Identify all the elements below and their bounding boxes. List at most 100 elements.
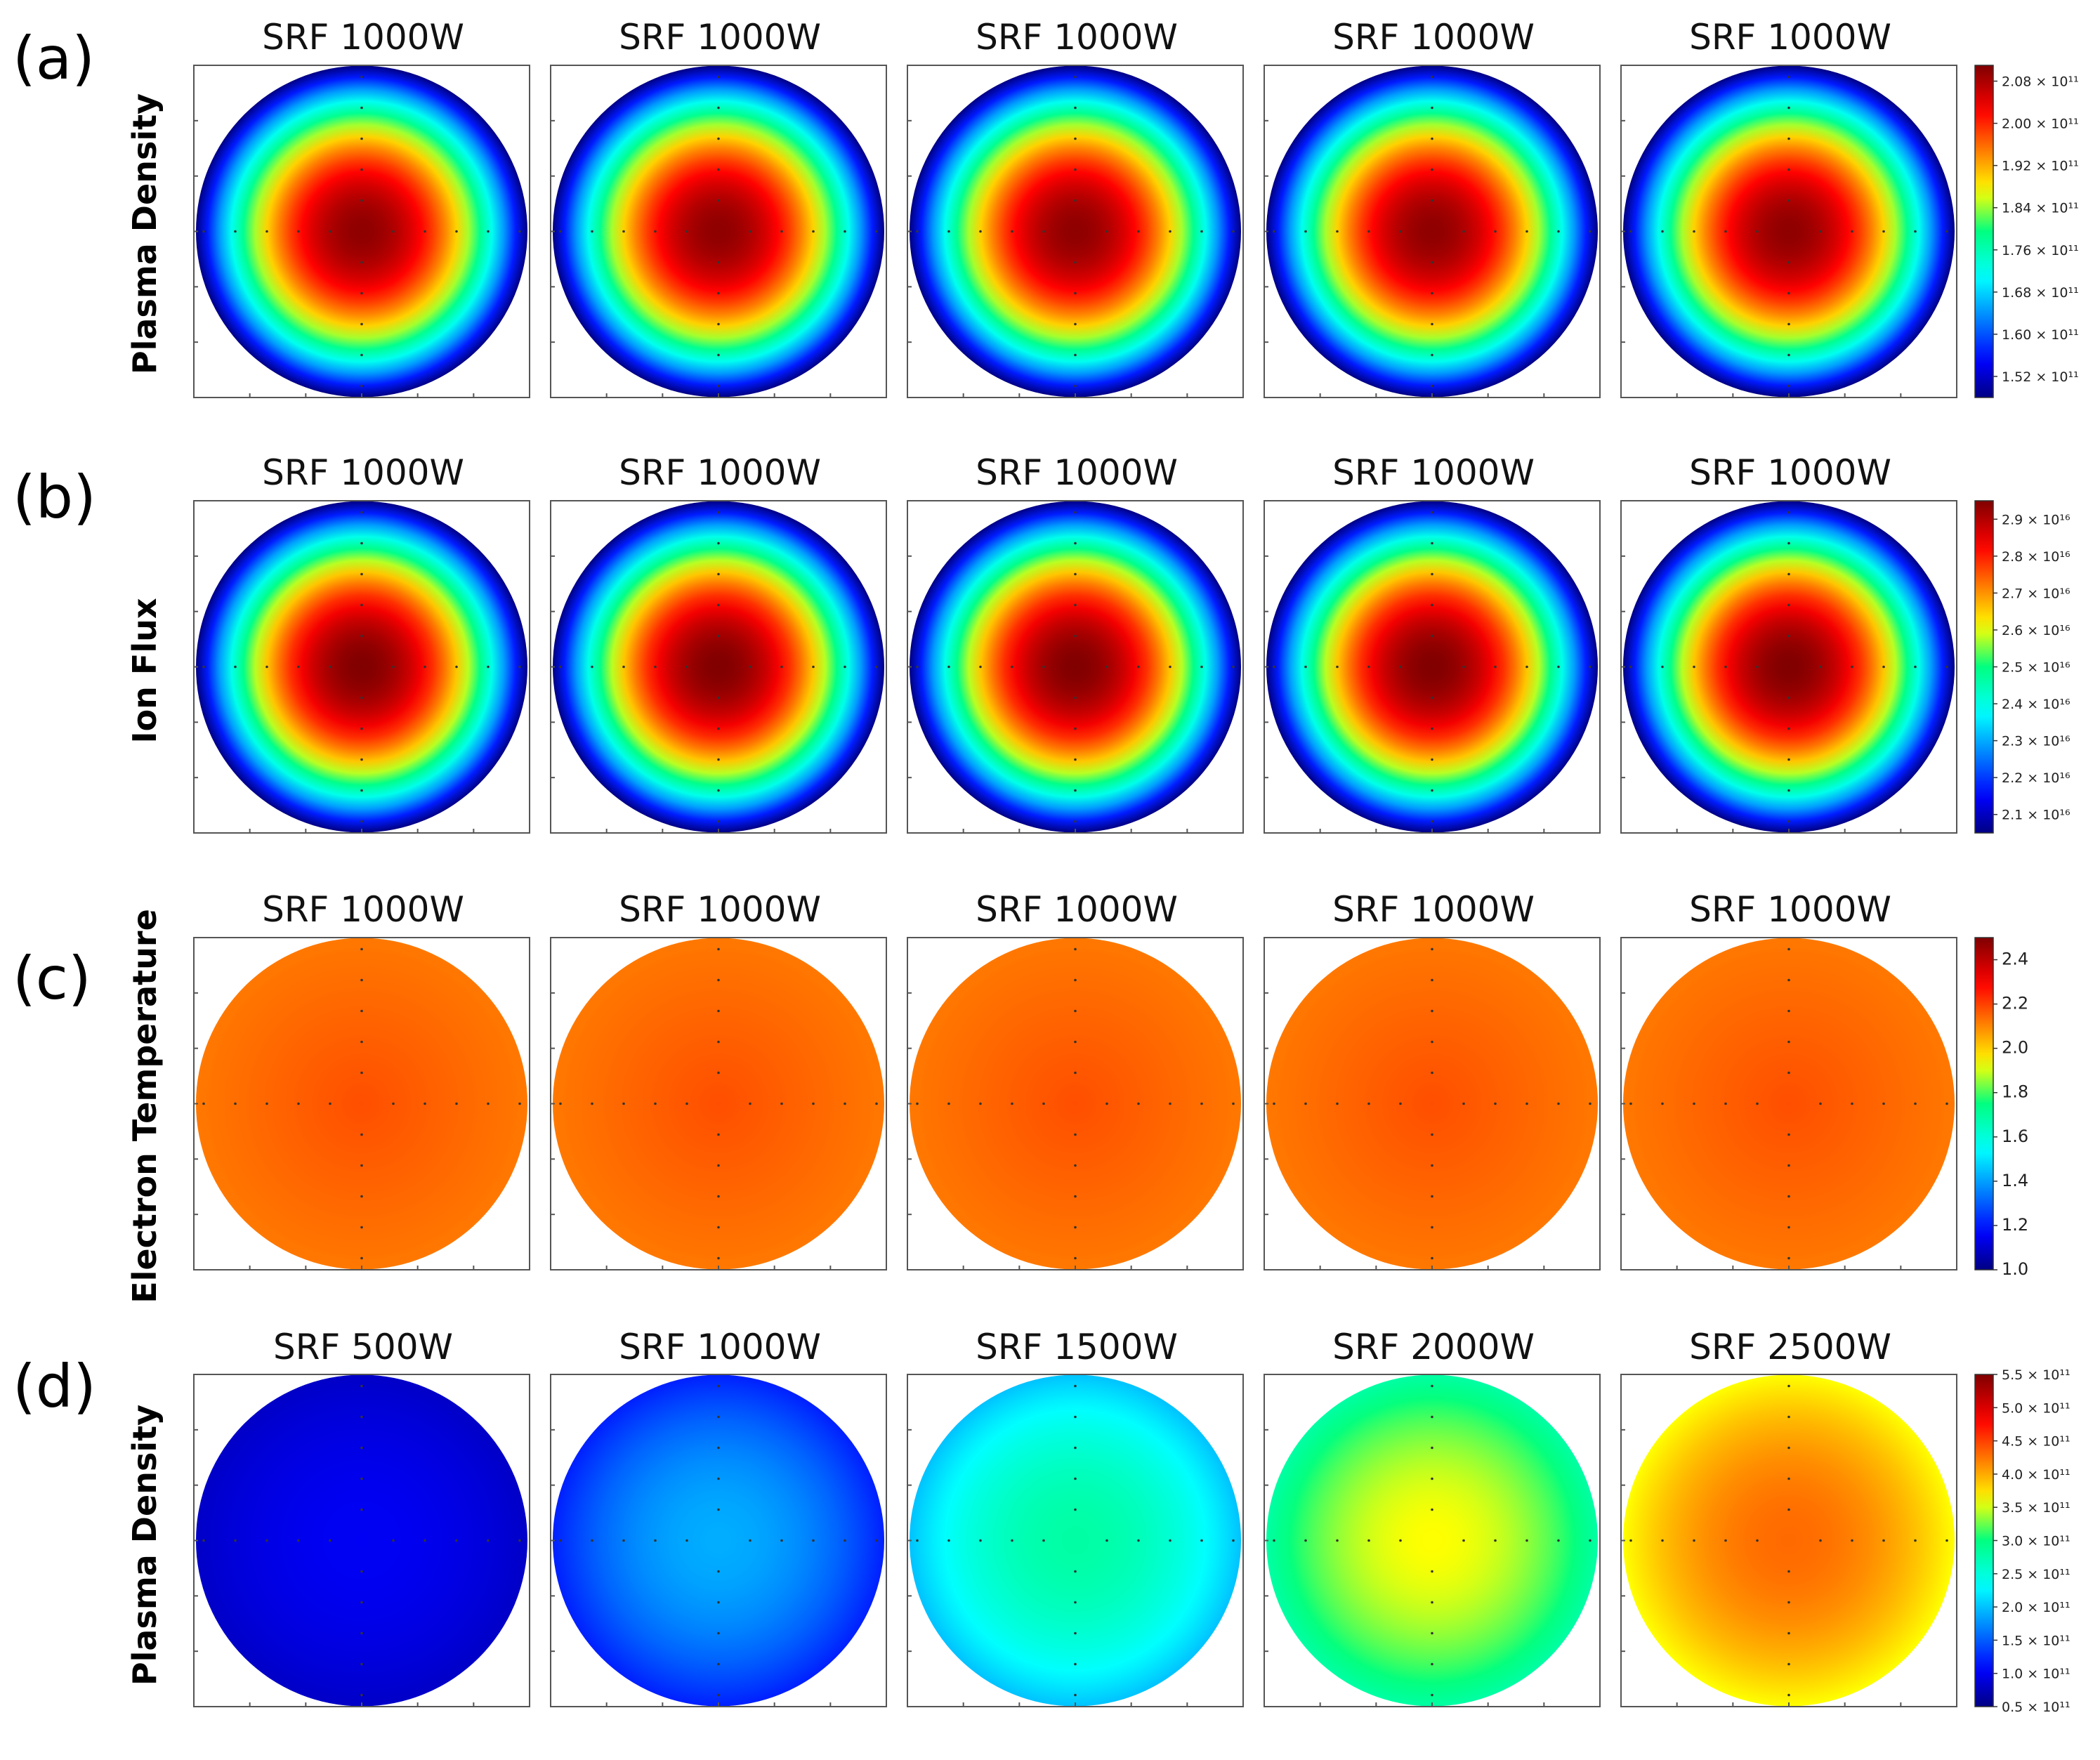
plot-title-b4: SRF 1000W (1332, 452, 1535, 493)
plot-title-a1: SRF 1000W (262, 17, 464, 58)
grid-dot (1431, 572, 1433, 576)
grid-dot (297, 1539, 300, 1542)
heatmap-disc-d5 (1623, 1374, 1955, 1707)
grid-dot (1431, 1195, 1433, 1198)
grid-dot (518, 1102, 521, 1105)
grid-dot (717, 511, 720, 514)
grid-dot (1787, 1071, 1790, 1075)
colorbar-tick-label: 1.52 × 10¹¹ (2002, 369, 2079, 385)
grid-dot (455, 665, 458, 669)
grid-dot (717, 291, 720, 295)
grid-dot (717, 1195, 720, 1198)
grid-dot (1787, 1384, 1790, 1388)
grid-dot (1882, 665, 1885, 669)
grid-dot (360, 1195, 363, 1198)
heatmap-disc-d3 (910, 1374, 1241, 1707)
heatmap-disc-c3 (910, 938, 1241, 1270)
grid-dot (1787, 1508, 1790, 1511)
grid-dot (654, 1102, 657, 1105)
heatmap-disc-a1 (196, 65, 527, 398)
grid-dot (1557, 1102, 1560, 1105)
grid-dot (1756, 665, 1759, 669)
grid-dot (360, 1631, 363, 1635)
grid-dot (1589, 665, 1592, 669)
grid-dot (1367, 1102, 1370, 1105)
grid-dot (1074, 261, 1077, 264)
colorbar-tick-label: 2.1 × 10¹⁶ (2002, 808, 2071, 823)
grid-dot (654, 665, 657, 669)
grid-dot (1011, 1539, 1013, 1542)
grid-dot (360, 541, 363, 545)
grid-dot (1137, 665, 1140, 669)
grid-dot (1431, 541, 1433, 545)
grid-dot (265, 230, 268, 233)
heatmap-disc-b4 (1266, 501, 1598, 833)
colorbar-tick-label: 2.7 × 10¹⁶ (2002, 586, 2071, 601)
colorbar-tick-label: 1.4 (2002, 1171, 2028, 1190)
grid-dot (1787, 1195, 1790, 1198)
grid-dot (1525, 1102, 1528, 1105)
heatmap-disc-c5 (1623, 938, 1955, 1270)
grid-dot (1724, 230, 1727, 233)
grid-dot (844, 1539, 846, 1542)
plot-title-d1: SRF 500W (273, 1327, 453, 1367)
grid-dot (1819, 665, 1822, 669)
grid-dot (1431, 1477, 1433, 1480)
colorbar-tick-label: 1.6 (2002, 1127, 2028, 1146)
grid-dot (360, 199, 363, 202)
grid-dot (1431, 603, 1433, 607)
colorbar-c (1974, 937, 1994, 1270)
grid-dot (1169, 665, 1172, 669)
grid-dot (1693, 1539, 1695, 1542)
grid-dot (1074, 1195, 1077, 1198)
grid-dot (1074, 1133, 1077, 1136)
grid-dot (916, 1539, 919, 1542)
grid-dot (1629, 230, 1632, 233)
grid-dot (360, 1133, 363, 1136)
grid-dot (1494, 665, 1497, 669)
plot-title-d2: SRF 1000W (619, 1327, 821, 1367)
grid-dot (1756, 1539, 1759, 1542)
grid-dot (812, 1539, 815, 1542)
grid-dot (234, 230, 237, 233)
grid-dot (360, 1508, 363, 1511)
grid-dot (1431, 322, 1433, 326)
grid-dot (1074, 168, 1077, 171)
grid-dot (1851, 1539, 1853, 1542)
grid-dot (1462, 1102, 1465, 1105)
grid-dot (1431, 384, 1433, 388)
grid-dot (844, 230, 846, 233)
grid-dot (360, 947, 363, 951)
grid-dot (717, 1662, 720, 1666)
colorbar-tick-label: 2.9 × 10¹⁶ (2002, 512, 2071, 527)
colorbar-tick-label: 1.0 (2002, 1259, 2028, 1279)
grid-dot (1074, 322, 1077, 326)
grid-dot (1494, 1539, 1497, 1542)
grid-dot (1074, 634, 1077, 638)
grid-dot (1074, 384, 1077, 388)
grid-dot (1494, 230, 1497, 233)
grid-dot (1661, 230, 1664, 233)
grid-dot (1787, 1631, 1790, 1635)
grid-dot (1787, 261, 1790, 264)
grid-dot (424, 1102, 426, 1105)
grid-dot (1787, 1133, 1790, 1136)
grid-dot (1945, 230, 1948, 233)
grid-dot (1787, 384, 1790, 388)
grid-dot (518, 665, 521, 669)
grid-dot (202, 665, 205, 669)
grid-dot (1882, 230, 1885, 233)
grid-dot (1367, 665, 1370, 669)
grid-dot (1431, 634, 1433, 638)
grid-dot (360, 789, 363, 792)
grid-dot (916, 230, 919, 233)
grid-dot (717, 978, 720, 982)
grid-dot (1557, 1539, 1560, 1542)
grid-dot (1787, 1662, 1790, 1666)
grid-dot (1399, 1102, 1402, 1105)
heatmap-disc-d1 (196, 1374, 527, 1707)
grid-dot (685, 1539, 688, 1542)
grid-dot (685, 230, 688, 233)
grid-dot (360, 634, 363, 638)
colorbar-tick-label: 1.8 (2002, 1082, 2028, 1102)
